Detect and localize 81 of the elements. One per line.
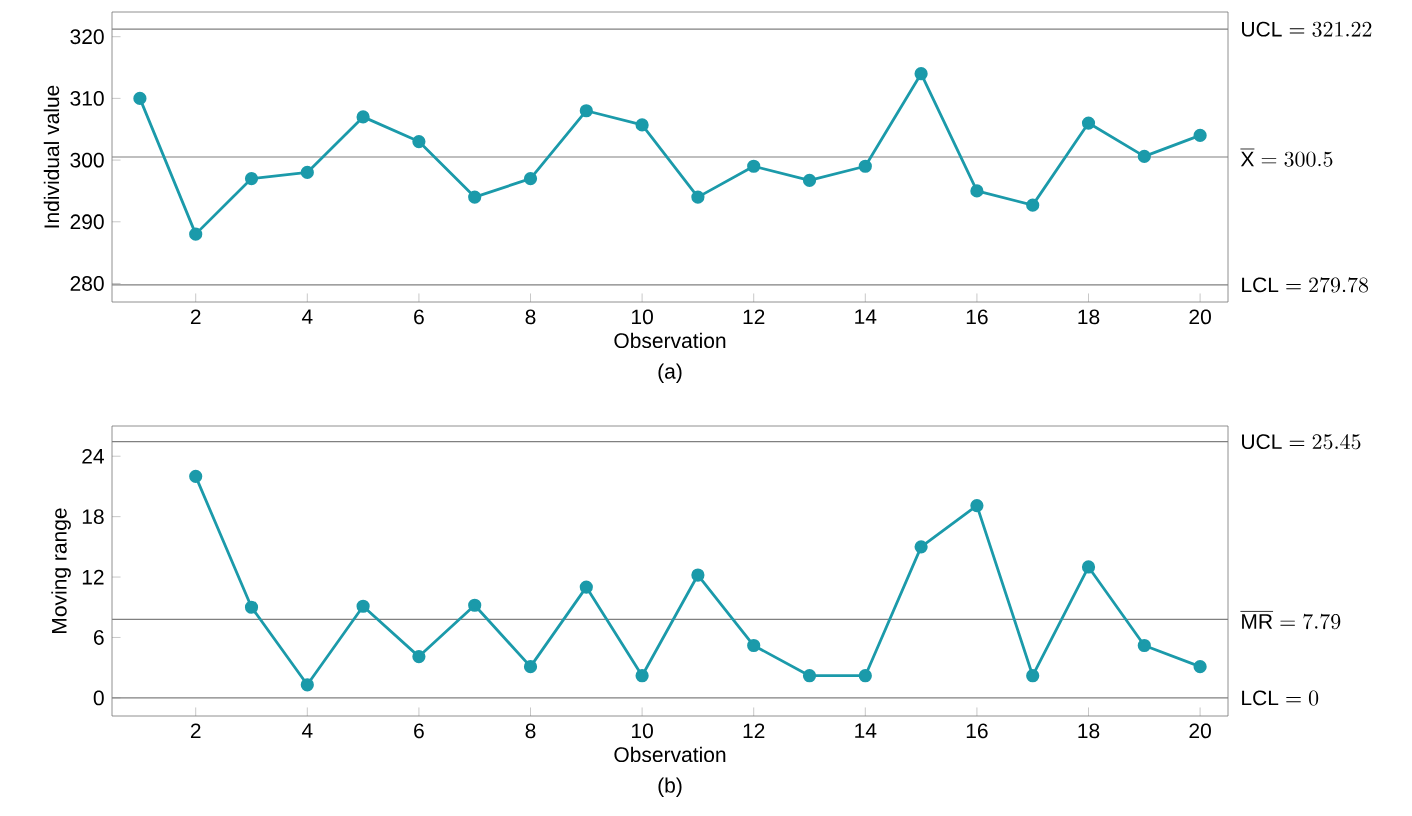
y-tick-label: 310 bbox=[70, 90, 104, 106]
x-tick-label: 16 bbox=[966, 723, 988, 739]
x-tick-label: 10 bbox=[632, 723, 653, 739]
y-tick-label: 18 bbox=[82, 509, 104, 525]
point bbox=[635, 118, 649, 132]
y-tick-label: 290 bbox=[70, 214, 104, 230]
point bbox=[914, 67, 928, 81]
point bbox=[1137, 638, 1151, 653]
point bbox=[747, 638, 761, 653]
y-tick-label: 280 bbox=[70, 276, 104, 291]
point bbox=[1193, 660, 1207, 674]
point bbox=[412, 134, 426, 149]
ref-line-label: $\overline{\mathrm{MR}} = 7.79$ bbox=[1240, 611, 1341, 630]
x-tick-label: 8 bbox=[525, 723, 536, 739]
x-tick-label: 14 bbox=[855, 723, 877, 738]
point bbox=[133, 91, 147, 105]
x-tick-label: 18 bbox=[1078, 723, 1100, 739]
y-tick-label: 320 bbox=[70, 29, 104, 45]
x-tick-label: 12 bbox=[743, 723, 765, 739]
point bbox=[356, 110, 370, 124]
x-tick-label: 6 bbox=[414, 309, 424, 325]
point bbox=[412, 650, 426, 664]
point bbox=[691, 568, 705, 582]
x-tick-label: 20 bbox=[1189, 723, 1211, 739]
x-tick-label: 2 bbox=[190, 309, 201, 325]
point bbox=[244, 172, 259, 186]
ref-line-label: $\mathrm{LCL} = 0$ bbox=[1242, 690, 1319, 706]
x-tick-label: 2 bbox=[190, 723, 201, 739]
point bbox=[579, 580, 593, 594]
point bbox=[1026, 198, 1040, 212]
point bbox=[189, 469, 203, 483]
y-tick-label: 6 bbox=[94, 630, 104, 645]
x-tick-label: 20 bbox=[1189, 309, 1211, 325]
point bbox=[970, 498, 984, 513]
point bbox=[523, 172, 538, 186]
point bbox=[1081, 560, 1096, 574]
point bbox=[635, 669, 649, 683]
point bbox=[1137, 149, 1151, 163]
point bbox=[747, 159, 761, 173]
text: (b) bbox=[658, 777, 682, 797]
ref-line-label: $\mathrm{UCL} = 321.22$ bbox=[1242, 21, 1372, 37]
point bbox=[802, 669, 817, 683]
point bbox=[189, 227, 203, 241]
point bbox=[970, 184, 984, 198]
point bbox=[1193, 128, 1207, 143]
point bbox=[523, 660, 538, 674]
point bbox=[858, 669, 872, 683]
point bbox=[914, 540, 928, 554]
text: (a) bbox=[658, 363, 682, 383]
y-axis-title: Individual value bbox=[43, 85, 60, 228]
point bbox=[244, 600, 259, 614]
point bbox=[468, 598, 482, 612]
point bbox=[300, 678, 314, 692]
ref-line-label: $\mathrm{LCL} = 279.78$ bbox=[1242, 277, 1369, 293]
ref-line-label: $\mathrm{UCL} = 25.45$ bbox=[1242, 434, 1361, 450]
y-tick-label: 300 bbox=[70, 152, 104, 168]
point bbox=[1026, 669, 1040, 683]
point bbox=[802, 173, 817, 188]
point bbox=[300, 165, 314, 180]
point bbox=[468, 190, 482, 204]
x-tick-label: 6 bbox=[414, 723, 424, 739]
x-tick-label: 14 bbox=[855, 309, 877, 324]
y-axis-title: Moving range bbox=[51, 508, 71, 633]
y-tick-label: 24 bbox=[82, 448, 104, 464]
point bbox=[356, 599, 370, 613]
ref-line-label: $\overline{\mathrm{X}} = 300.5$ bbox=[1240, 148, 1333, 167]
point bbox=[858, 159, 872, 173]
x-tick-label: 12 bbox=[743, 309, 765, 325]
y-tick-label: 12 bbox=[82, 569, 104, 585]
y-tick-label: 0 bbox=[93, 690, 104, 706]
x-tick-label: 4 bbox=[301, 723, 313, 738]
x-tick-label: 4 bbox=[301, 309, 313, 324]
point bbox=[1081, 116, 1096, 130]
x-tick-label: 18 bbox=[1078, 309, 1100, 325]
x-tick-label: 10 bbox=[632, 309, 653, 325]
x-axis-title: Observation bbox=[614, 332, 726, 349]
x-tick-label: 8 bbox=[525, 309, 536, 325]
x-tick-label: 16 bbox=[966, 309, 988, 325]
x-axis-title: Observation bbox=[614, 746, 726, 763]
point bbox=[691, 190, 705, 204]
point bbox=[579, 104, 593, 118]
